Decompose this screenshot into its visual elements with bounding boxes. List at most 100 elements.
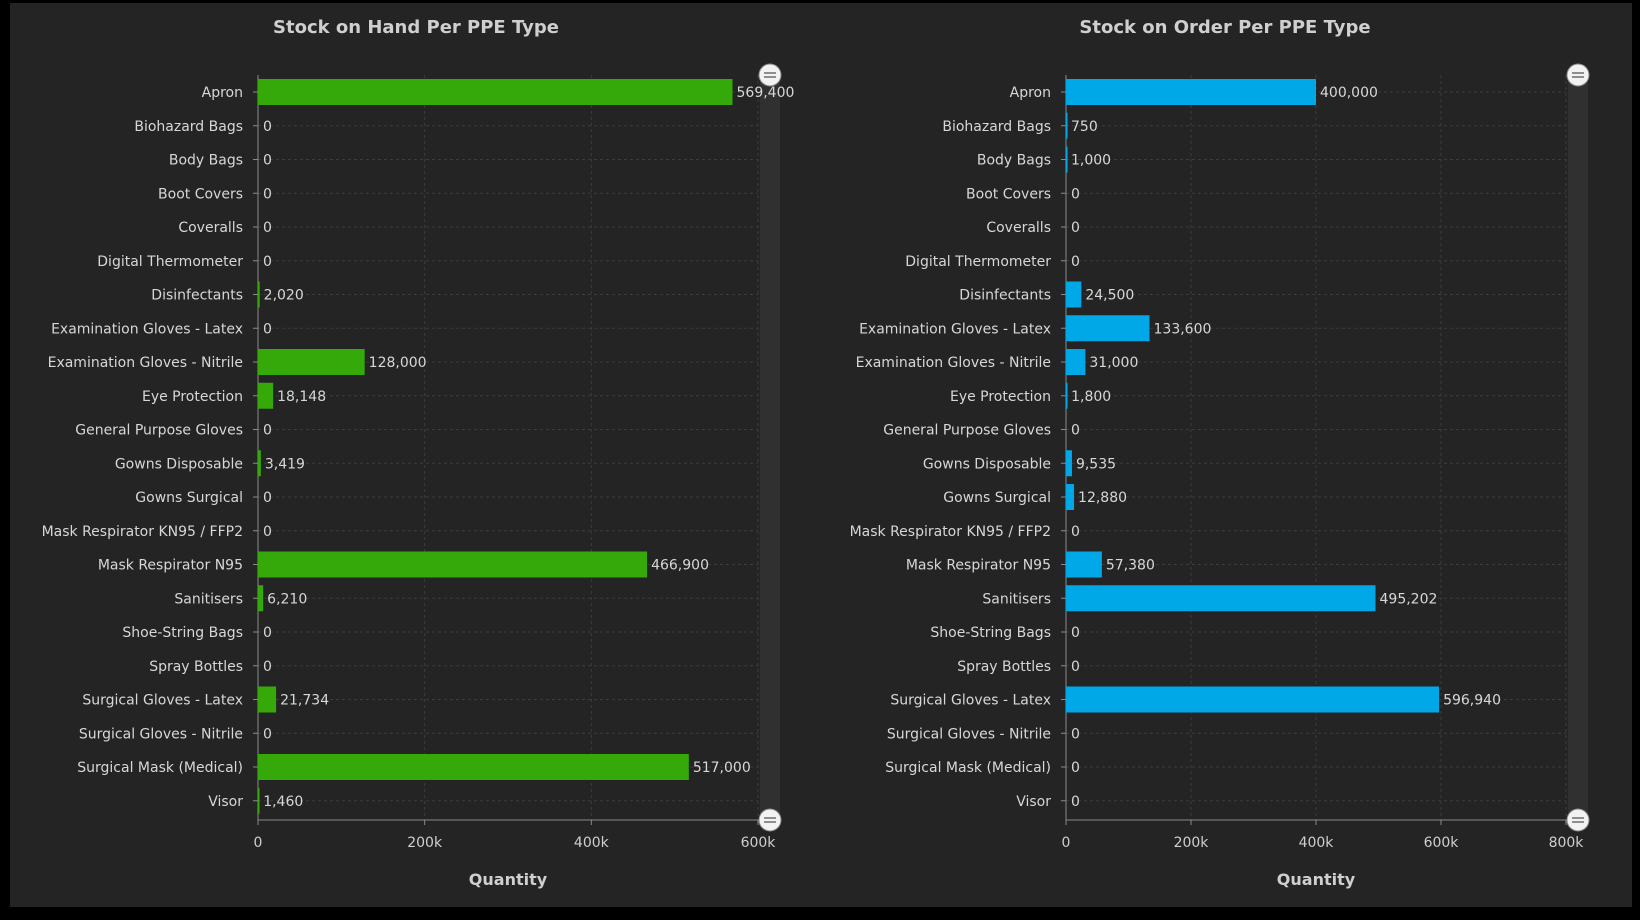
value-label: 0 <box>1071 726 1080 742</box>
bar-onorder <box>1066 281 1082 308</box>
category-label: General Purpose Gloves <box>883 423 1051 439</box>
category-label: Shoe-String Bags <box>122 625 243 641</box>
category-label: Digital Thermometer <box>905 254 1051 270</box>
category-label: Sanitisers <box>174 591 243 607</box>
value-label: 0 <box>263 726 272 742</box>
value-label: 0 <box>1071 760 1080 776</box>
value-label: 133,600 <box>1154 321 1212 337</box>
chart-title: Stock on Order Per PPE Type <box>1079 17 1370 38</box>
bar-onorder <box>1066 484 1075 510</box>
value-label: 57,380 <box>1106 558 1155 574</box>
category-label: Apron <box>1010 85 1051 101</box>
category-label: Disinfectants <box>959 288 1051 304</box>
value-label: 495,202 <box>1380 591 1438 607</box>
category-label: Surgical Mask (Medical) <box>885 760 1051 776</box>
category-label: Examination Gloves - Nitrile <box>856 355 1051 371</box>
x-tick-label: 200k <box>407 835 443 851</box>
bar-onhand <box>258 551 648 578</box>
bar-onhand <box>258 450 261 477</box>
category-label: Boot Covers <box>158 186 243 202</box>
bar-onhand <box>258 349 365 375</box>
bar-onorder <box>1066 146 1068 173</box>
bar-onorder <box>1066 551 1102 578</box>
bar-onorder <box>1066 349 1086 375</box>
category-label: Examination Gloves - Latex <box>859 321 1051 337</box>
value-label: 18,148 <box>277 389 326 405</box>
bar-onorder <box>1066 585 1376 612</box>
bar-onhand <box>258 754 689 780</box>
category-label: Apron <box>202 85 243 101</box>
category-label: Shoe-String Bags <box>930 625 1051 641</box>
value-label: 0 <box>263 119 272 135</box>
category-label: Examination Gloves - Latex <box>51 321 243 337</box>
x-tick-label: 0 <box>1062 835 1071 851</box>
bar-onhand <box>258 79 733 105</box>
category-label: Gowns Surgical <box>943 490 1051 506</box>
category-label: Gowns Surgical <box>135 490 243 506</box>
handle-circle <box>1566 63 1590 87</box>
scroll-handle-top-icon[interactable] <box>1566 63 1590 87</box>
category-label: Surgical Gloves - Latex <box>82 693 243 709</box>
x-axis-title: Quantity <box>469 870 548 889</box>
category-label: Mask Respirator N95 <box>906 558 1051 574</box>
bar-onorder <box>1066 112 1068 139</box>
value-label: 0 <box>1071 220 1080 236</box>
value-label: 750 <box>1071 119 1098 135</box>
value-label: 0 <box>1071 625 1080 641</box>
category-label: Surgical Gloves - Latex <box>890 693 1051 709</box>
x-axis-title: Quantity <box>1277 870 1356 889</box>
value-label: 1,000 <box>1071 153 1111 169</box>
category-label: General Purpose Gloves <box>75 423 243 439</box>
stock-on-order-chart: Stock on Order Per PPE Type Apron 400,000 B… <box>820 0 1640 920</box>
value-label: 0 <box>1071 659 1080 675</box>
scroll-handle-top-icon[interactable] <box>758 63 782 87</box>
value-label: 0 <box>263 423 272 439</box>
value-label: 0 <box>263 625 272 641</box>
category-label: Surgical Gloves - Nitrile <box>887 726 1051 742</box>
value-label: 1,800 <box>1071 389 1111 405</box>
x-tick-label: 800k <box>1549 835 1585 851</box>
category-label: Body Bags <box>169 153 243 169</box>
handle-circle <box>758 808 782 832</box>
value-label: 1,460 <box>263 794 303 810</box>
category-label: Visor <box>208 794 243 810</box>
scrollbar-track <box>760 75 780 820</box>
handle-circle <box>1566 808 1590 832</box>
category-label: Disinfectants <box>151 288 243 304</box>
category-label: Surgical Mask (Medical) <box>77 760 243 776</box>
x-tick-label: 600k <box>741 835 777 851</box>
value-label: 128,000 <box>369 355 427 371</box>
category-label: Eye Protection <box>950 389 1051 405</box>
value-label: 400,000 <box>1320 85 1378 101</box>
category-label: Coveralls <box>178 220 243 236</box>
value-label: 0 <box>1071 524 1080 540</box>
scroll-handle-bottom-icon[interactable] <box>1566 808 1590 832</box>
category-label: Examination Gloves - Nitrile <box>48 355 243 371</box>
value-label: 466,900 <box>651 558 709 574</box>
value-label: 0 <box>1071 186 1080 202</box>
category-label: Coveralls <box>986 220 1051 236</box>
value-label: 596,940 <box>1443 693 1501 709</box>
category-label: Spray Bottles <box>957 659 1051 675</box>
x-tick-label: 400k <box>1299 835 1335 851</box>
x-tick-label: 0 <box>254 835 263 851</box>
x-tick-label: 600k <box>1424 835 1460 851</box>
value-label: 0 <box>263 659 272 675</box>
chart-title: Stock on Hand Per PPE Type <box>273 17 559 38</box>
handle-circle <box>758 63 782 87</box>
value-label: 3,419 <box>265 456 305 472</box>
stock-on-hand-chart-svg: Stock on Hand Per PPE Type Apron 569,400 Bi… <box>42 17 795 889</box>
value-label: 0 <box>263 254 272 270</box>
value-label: 0 <box>263 186 272 202</box>
x-tick-label: 400k <box>574 835 610 851</box>
category-label: Mask Respirator N95 <box>98 558 243 574</box>
bar-onhand <box>258 686 277 713</box>
category-label: Gowns Disposable <box>923 456 1051 472</box>
bar-onorder <box>1066 450 1072 477</box>
category-label: Biohazard Bags <box>942 119 1051 135</box>
value-label: 517,000 <box>693 760 751 776</box>
value-label: 21,734 <box>280 693 329 709</box>
x-tick-label: 200k <box>1174 835 1210 851</box>
scroll-handle-bottom-icon[interactable] <box>758 808 782 832</box>
category-label: Boot Covers <box>966 186 1051 202</box>
